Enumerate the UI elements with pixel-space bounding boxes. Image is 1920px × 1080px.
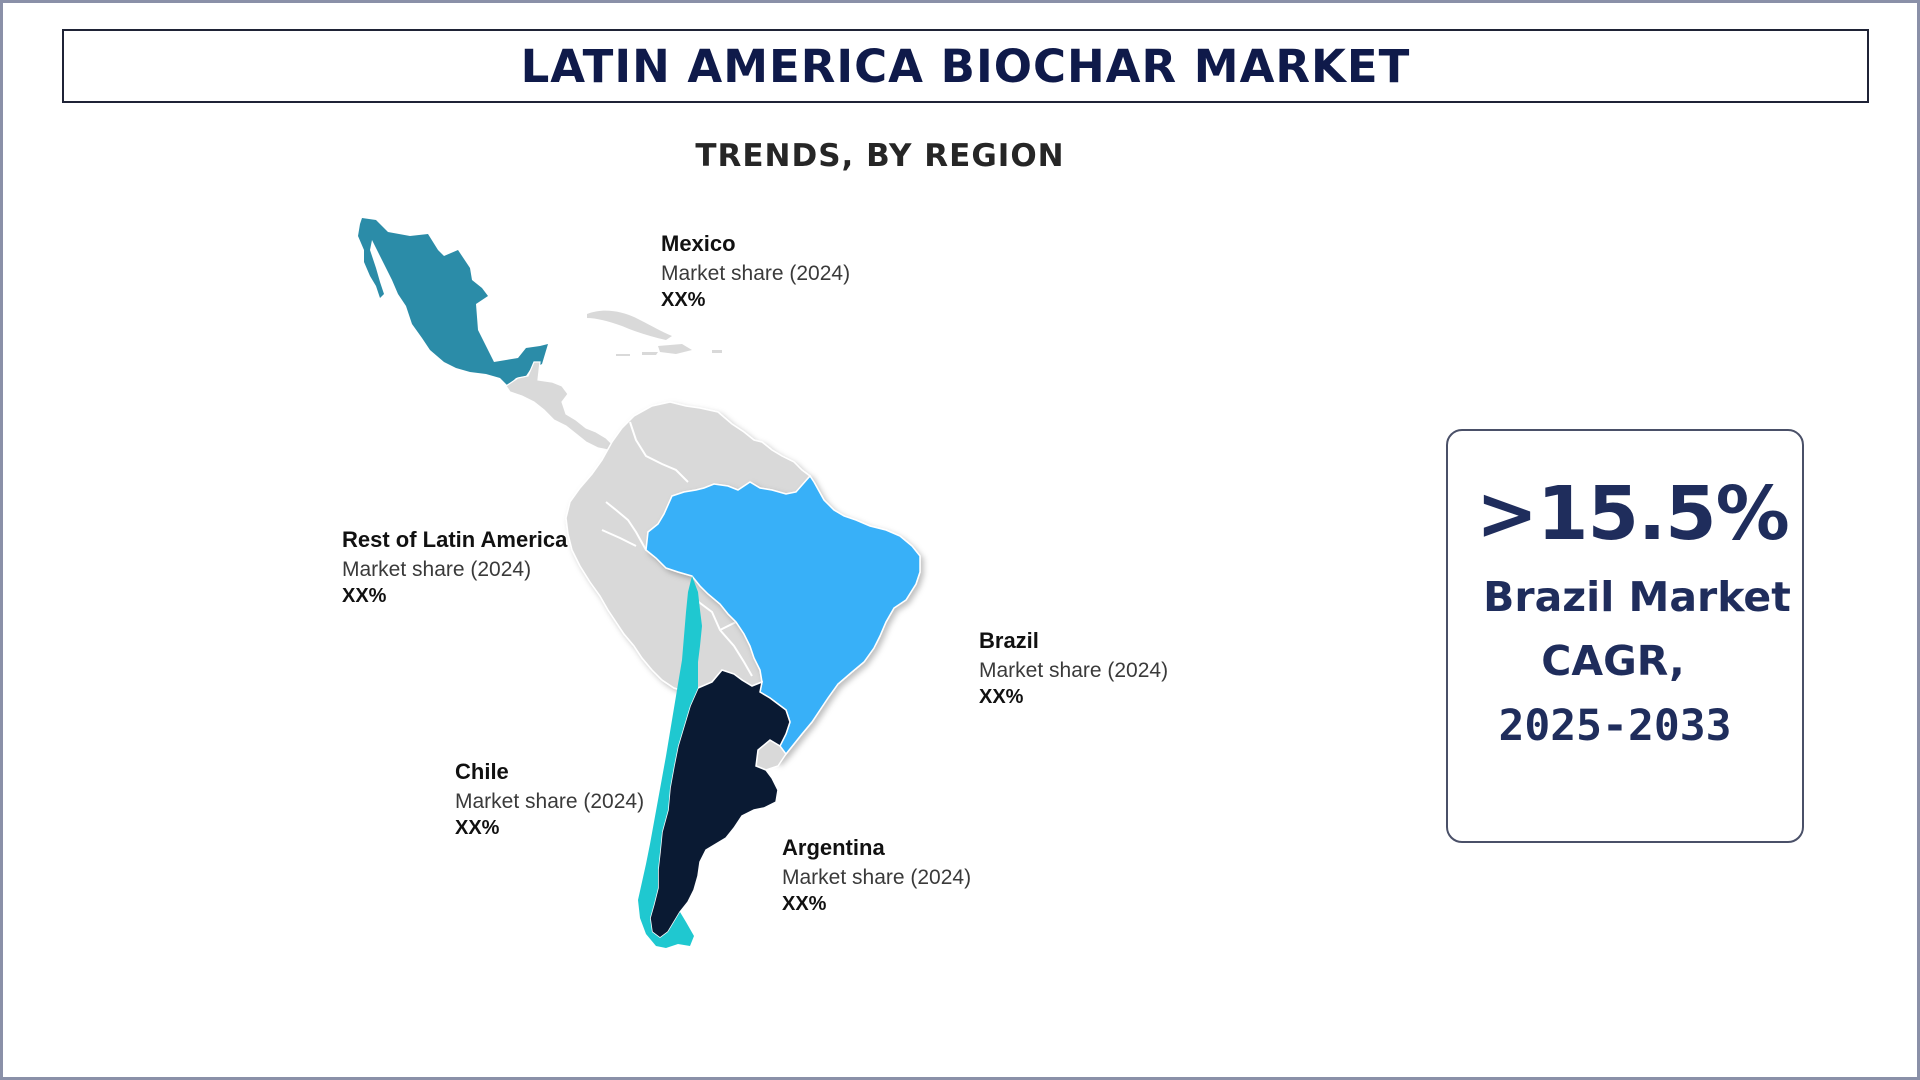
region-metric: Market share (2024) (782, 866, 972, 889)
central-america-shape (505, 361, 613, 451)
label-brazil: Brazil Market share (2024) XX% (979, 628, 1169, 708)
cagr-period: 2025-2033 (1498, 701, 1732, 751)
cagr-value: >15.5% (1476, 471, 1790, 557)
region-value: XX% (455, 817, 500, 839)
label-chile: Chile Market share (2024) XX% (455, 759, 645, 839)
cagr-callout: >15.5% Brazil Market CAGR, 2025-2033 (1446, 429, 1804, 843)
region-metric: Market share (2024) (342, 558, 532, 581)
region-metric: Market share (2024) (979, 659, 1169, 682)
region-metric: Market share (2024) (455, 790, 645, 813)
cagr-label-line2: CAGR, (1541, 637, 1685, 685)
region-name: Brazil (979, 628, 1039, 653)
region-metric: Market share (2024) (661, 262, 851, 285)
caribbean-islands (587, 310, 722, 356)
chile-shape (638, 576, 702, 948)
label-argentina: Argentina Market share (2024) XX% (782, 835, 972, 915)
region-name: Mexico (661, 231, 736, 256)
region-name: Argentina (782, 835, 885, 860)
region-value: XX% (661, 289, 706, 311)
cagr-label-line1: Brazil Market (1483, 573, 1791, 621)
region-value: XX% (979, 686, 1024, 708)
brazil-shape (645, 474, 921, 763)
label-rest-of-latin-america: Rest of Latin America Market share (2024… (342, 527, 568, 607)
region-value: XX% (342, 585, 387, 607)
page-subtitle: TRENDS, BY REGION (695, 138, 1065, 174)
argentina-shape (649, 669, 791, 939)
mexico-shape (358, 218, 548, 386)
region-name: Rest of Latin America (342, 527, 568, 552)
latin-america-map (340, 210, 1040, 950)
label-mexico: Mexico Market share (2024) XX% (661, 231, 851, 311)
region-name: Chile (455, 759, 509, 784)
region-value: XX% (782, 893, 827, 915)
title-banner: LATIN AMERICA BIOCHAR MARKET (62, 29, 1869, 103)
page-title: LATIN AMERICA BIOCHAR MARKET (520, 39, 1411, 93)
